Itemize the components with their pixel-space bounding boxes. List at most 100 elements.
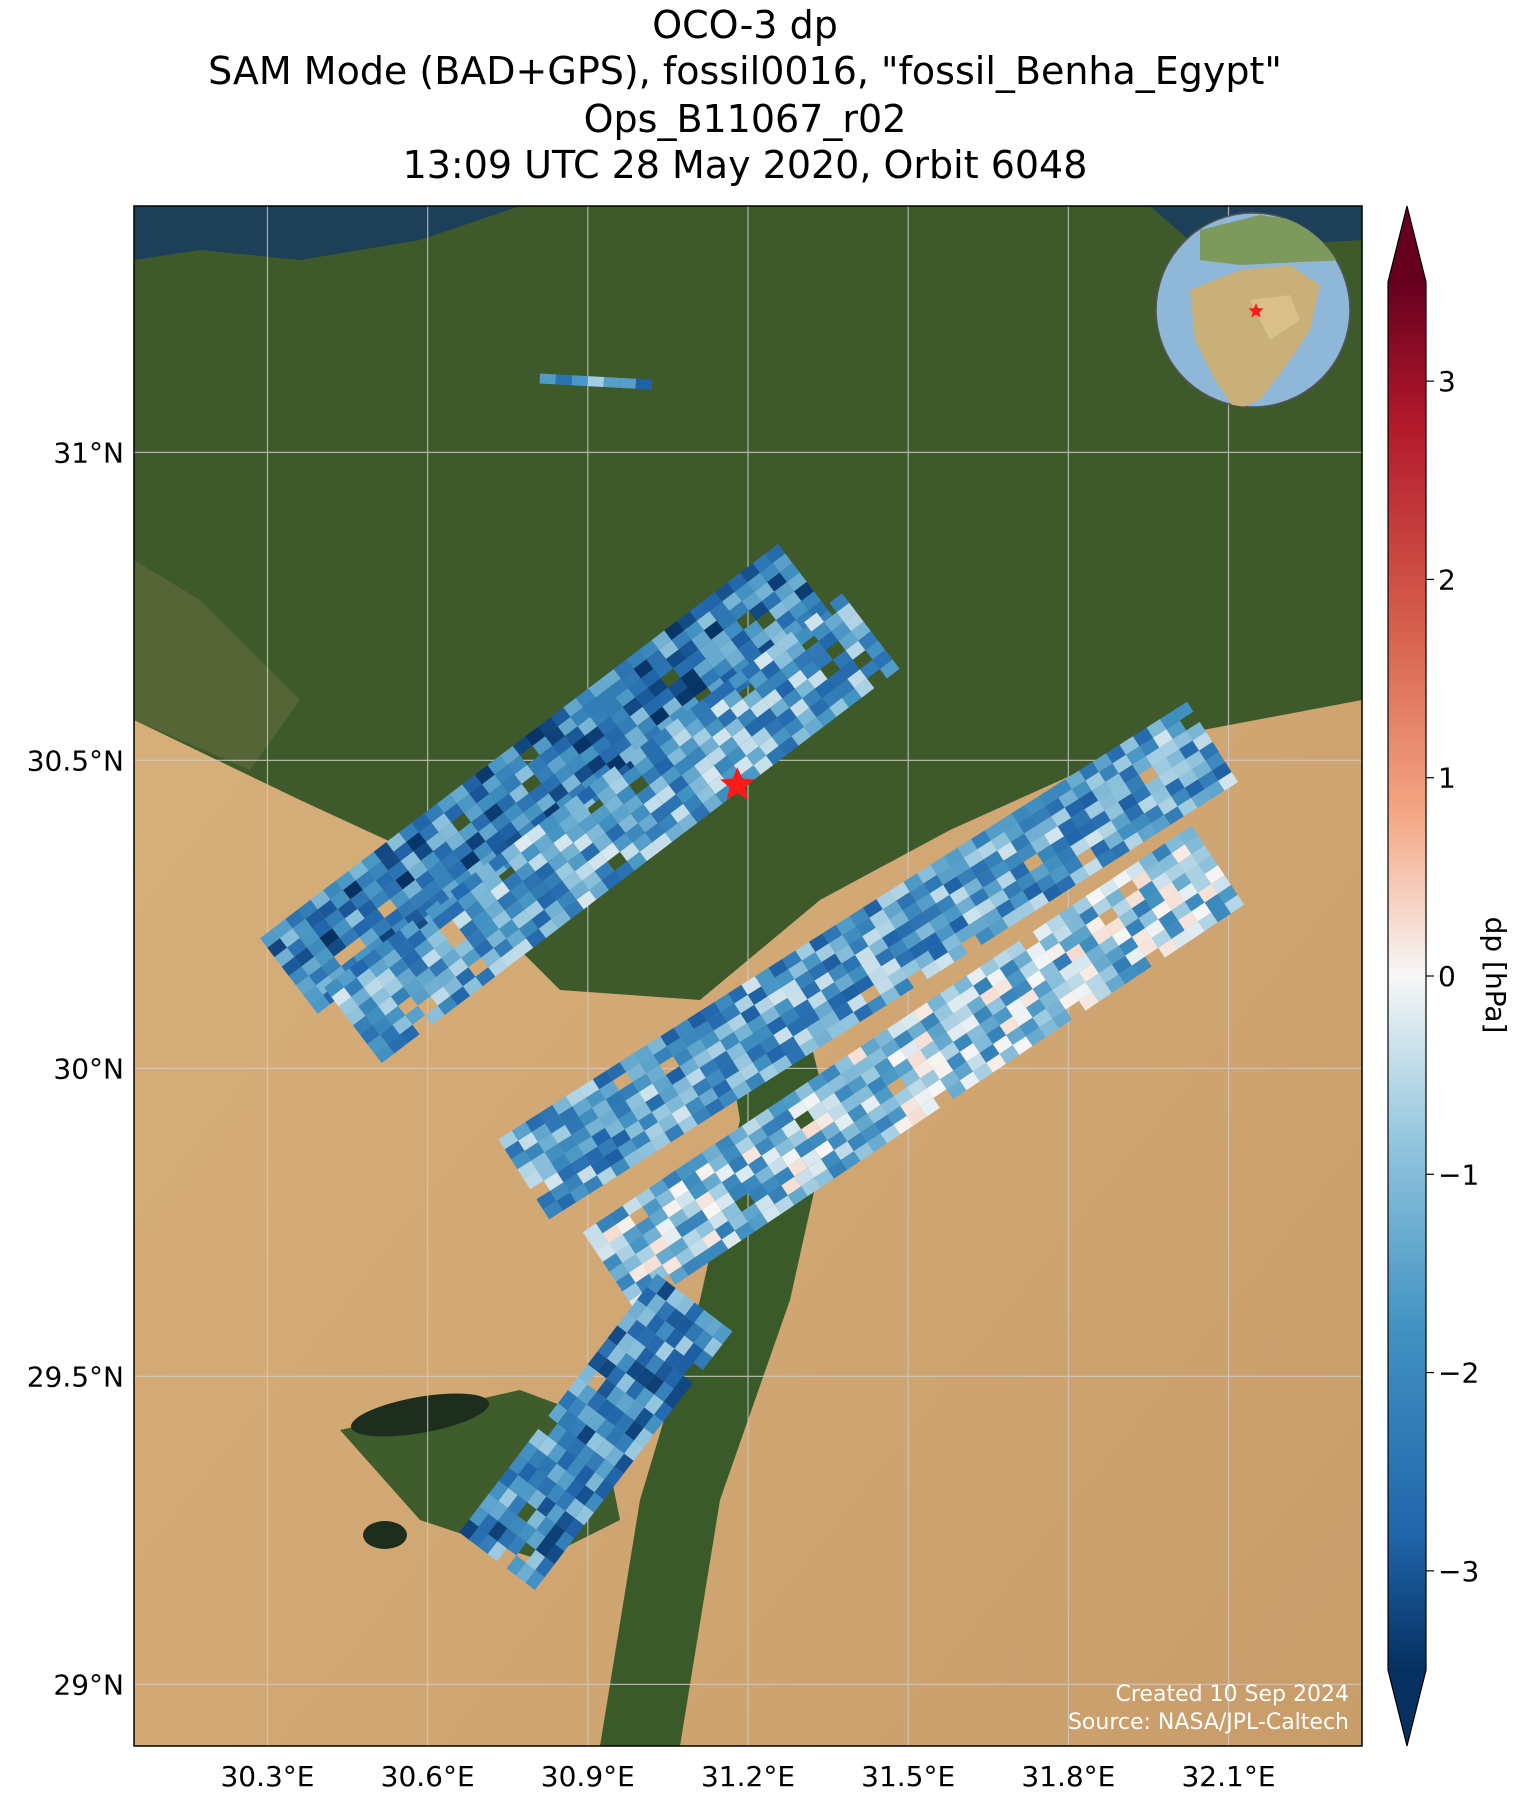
dp-sounding	[1105, 773, 1126, 792]
dp-sounding	[1158, 767, 1179, 787]
dp-sounding	[326, 937, 347, 957]
dp-sounding	[626, 649, 647, 669]
dp-sounding	[1026, 941, 1046, 961]
dp-sounding	[524, 1142, 545, 1161]
dp-sounding	[676, 611, 697, 631]
dp-sounding	[525, 1113, 546, 1133]
dp-sounding	[835, 944, 855, 964]
dp-sounding	[692, 727, 712, 747]
dp-sounding	[776, 707, 797, 727]
dp-sounding	[651, 630, 672, 650]
dp-sounding	[1211, 903, 1231, 923]
dp-sounding	[553, 833, 574, 853]
dp-sounding	[573, 833, 593, 853]
dp-sounding	[1059, 933, 1079, 953]
lat-tick-labels: 29°N29.5°N30°N30.5°N31°N	[27, 436, 124, 1701]
dp-sounding	[631, 1130, 651, 1150]
dp-sounding	[624, 725, 645, 745]
dp-sounding	[260, 928, 280, 948]
dp-sounding	[596, 1378, 616, 1399]
dp-sounding	[940, 1013, 960, 1032]
dp-sounding	[321, 956, 342, 976]
dp-sounding	[758, 1063, 779, 1083]
dp-sounding	[1110, 812, 1131, 831]
dp-sounding	[587, 376, 605, 387]
dp-sounding	[642, 1226, 663, 1246]
dp-sounding	[746, 746, 767, 766]
dp-sounding	[605, 1406, 625, 1427]
dp-sounding	[944, 847, 964, 867]
dp-sounding	[646, 1313, 666, 1335]
dp-sounding	[768, 669, 788, 689]
dp-sounding	[1131, 928, 1152, 947]
dp-sounding	[537, 1456, 557, 1477]
dp-sounding	[729, 601, 749, 621]
dp-sounding	[310, 994, 331, 1014]
dp-sounding	[397, 898, 417, 918]
dp-sounding	[847, 964, 868, 984]
dp-sounding	[388, 860, 408, 880]
dp-sounding	[979, 1044, 1000, 1063]
colorbar-tick-label: −1	[1438, 1158, 1479, 1191]
dp-sounding	[673, 658, 693, 678]
dp-sounding	[643, 794, 664, 814]
dp-sounding	[645, 823, 665, 843]
dp-sounding	[868, 937, 889, 957]
dp-sounding	[781, 1176, 801, 1196]
dp-sounding	[614, 861, 635, 881]
title-line-2: SAM Mode (BAD+GPS), fossil0016, "fossil_…	[208, 49, 1282, 93]
dp-sounding	[808, 962, 828, 981]
dp-sounding	[800, 660, 821, 680]
dp-sounding	[1056, 874, 1076, 894]
dp-sounding	[1077, 819, 1098, 838]
dp-sounding	[728, 670, 749, 690]
dp-sounding	[963, 877, 983, 897]
dp-sounding	[1039, 961, 1060, 980]
dp-sounding	[933, 1060, 954, 1080]
dp-sounding	[426, 929, 447, 949]
dp-sounding	[1072, 924, 1093, 944]
dp-sounding	[1064, 827, 1084, 847]
dp-sounding	[1164, 891, 1185, 911]
dp-sounding	[536, 1496, 556, 1517]
dp-sounding	[358, 996, 379, 1016]
dp-sounding	[571, 1126, 592, 1145]
dp-sounding	[298, 899, 318, 919]
dp-sounding	[895, 920, 916, 940]
dp-sounding	[787, 1157, 808, 1177]
dp-sounding	[739, 736, 759, 756]
dp-sounding	[688, 1152, 709, 1172]
dp-sounding	[1025, 796, 1045, 815]
dp-sounding	[930, 856, 951, 875]
dp-sounding	[726, 746, 747, 766]
dp-sounding	[589, 775, 610, 795]
dp-sounding	[543, 1172, 564, 1191]
dp-sounding	[537, 1162, 558, 1181]
dp-sounding	[1097, 820, 1118, 840]
dp-sounding	[1059, 990, 1079, 1010]
dp-sounding	[794, 1081, 815, 1101]
dp-sounding	[536, 1516, 556, 1537]
dp-sounding	[628, 678, 648, 698]
dp-sounding	[665, 718, 685, 738]
dp-sounding	[999, 1016, 1020, 1036]
dp-sounding	[614, 1433, 634, 1454]
dp-sounding	[818, 631, 839, 651]
dp-sounding	[1198, 855, 1218, 874]
dp-sounding	[671, 1105, 692, 1124]
dp-sounding	[1211, 875, 1231, 894]
dp-sounding	[854, 1056, 874, 1076]
dp-sounding	[296, 975, 316, 995]
dp-sounding	[703, 1316, 723, 1337]
dp-sounding	[869, 909, 890, 928]
dp-sounding	[854, 678, 875, 698]
dp-sounding	[513, 833, 534, 853]
dp-sounding	[1150, 814, 1171, 834]
dp-sounding	[609, 1262, 629, 1282]
dp-sounding	[992, 977, 1013, 997]
dp-sounding	[545, 1114, 565, 1134]
dp-sounding	[855, 917, 876, 937]
dp-sounding	[546, 1503, 566, 1524]
dp-sounding	[625, 1360, 646, 1381]
dp-sounding	[1092, 897, 1112, 917]
